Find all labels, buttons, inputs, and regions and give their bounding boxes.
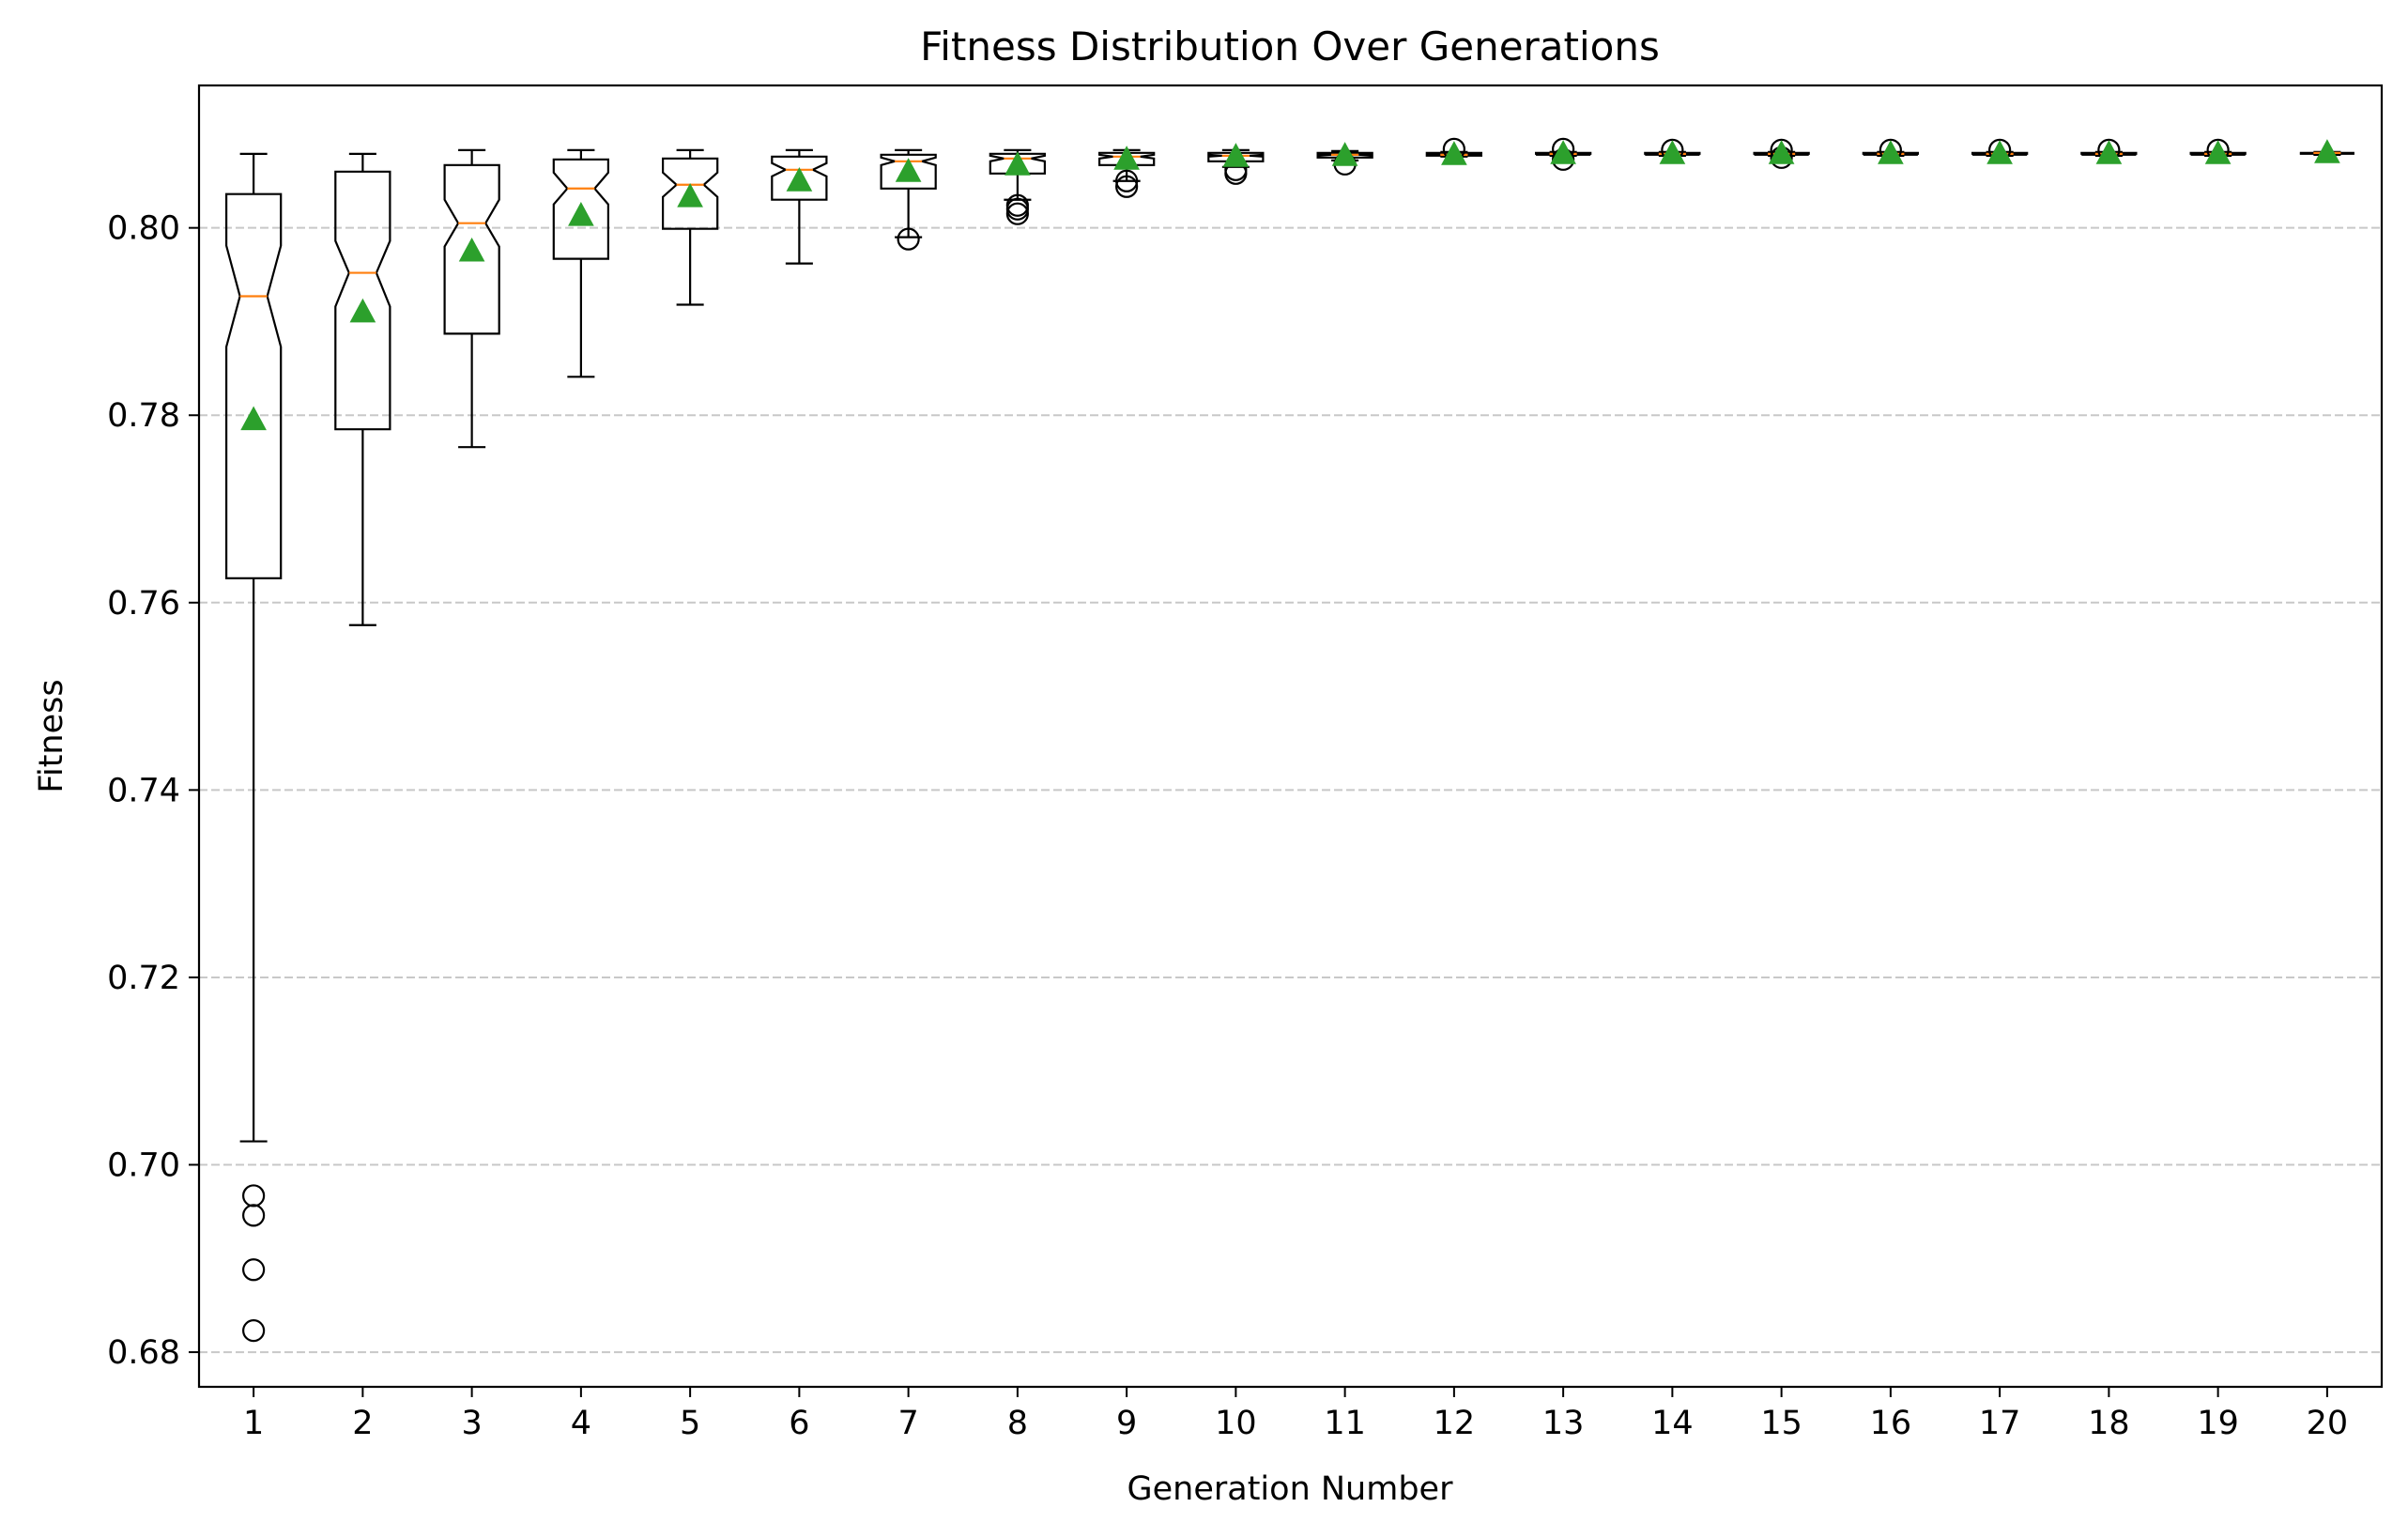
x-axis-title: Generation Number xyxy=(1127,1470,1454,1508)
box-group xyxy=(334,152,391,626)
x-tick-label: 5 xyxy=(680,1405,700,1442)
y-tick-label: 0.78 xyxy=(107,397,180,435)
x-tick-label: 13 xyxy=(1542,1405,1585,1442)
x-axis: 1 2 3 4 5 6 7 8 9 10 11 12 13 14 15 16 17 18 19 20 xyxy=(243,1387,2348,1442)
x-tick-label: 15 xyxy=(1760,1405,1802,1442)
box-body xyxy=(2080,151,2138,156)
box-group xyxy=(552,148,610,378)
x-tick-label: 6 xyxy=(789,1405,809,1442)
x-tick-label: 4 xyxy=(571,1405,591,1442)
box-group xyxy=(225,152,283,1343)
mean-marker xyxy=(2095,140,2123,164)
y-tick-label: 0.72 xyxy=(107,960,180,997)
box-body xyxy=(1971,151,2029,156)
mean-markers xyxy=(240,139,2340,431)
x-tick-label: 9 xyxy=(1116,1405,1137,1442)
x-tick-label: 12 xyxy=(1434,1405,1476,1442)
mean-marker xyxy=(1986,140,2013,164)
box-body xyxy=(1753,151,1810,156)
mean-marker xyxy=(458,237,485,262)
y-tick-label: 0.74 xyxy=(107,772,180,809)
box-body xyxy=(880,153,937,190)
box-body xyxy=(1534,151,1592,156)
x-tick-label: 18 xyxy=(2088,1405,2130,1442)
box-body xyxy=(443,163,500,335)
x-tick-label: 20 xyxy=(2307,1405,2349,1442)
mean-marker xyxy=(1441,141,1467,165)
box-body xyxy=(1097,151,1156,166)
box-body xyxy=(1644,151,1701,156)
box-group xyxy=(880,148,937,251)
outlier-point xyxy=(1115,169,1139,192)
box-body xyxy=(2299,151,2354,155)
box-body xyxy=(1862,151,1920,156)
box-body xyxy=(1316,151,1373,159)
box-group xyxy=(443,148,500,449)
box-body xyxy=(989,152,1047,175)
x-tick-label: 8 xyxy=(1007,1405,1028,1442)
box-body xyxy=(771,155,828,201)
box-body xyxy=(1207,151,1265,162)
mean-marker xyxy=(1659,140,1686,164)
mean-marker xyxy=(1005,151,1031,176)
y-tick-label: 0.70 xyxy=(107,1147,180,1185)
mean-marker xyxy=(2204,140,2232,164)
outlier-point xyxy=(242,1258,266,1282)
x-tick-label: 10 xyxy=(1215,1405,1257,1442)
mean-marker xyxy=(568,201,594,226)
x-tick-label: 7 xyxy=(897,1405,918,1442)
x-tick-label: 16 xyxy=(1870,1405,1912,1442)
outlier-point xyxy=(242,1204,266,1227)
outlier-point xyxy=(897,227,920,251)
mean-marker xyxy=(1768,140,1795,164)
box-body xyxy=(2189,151,2247,156)
x-tick-label: 2 xyxy=(352,1405,373,1442)
x-tick-label: 14 xyxy=(1651,1405,1694,1442)
mean-marker xyxy=(1222,143,1250,167)
mean-marker xyxy=(677,183,703,208)
x-tick-label: 11 xyxy=(1324,1405,1366,1442)
x-tick-label: 1 xyxy=(243,1405,264,1442)
box-body xyxy=(334,170,391,431)
box-body xyxy=(1425,151,1483,157)
plot-frame xyxy=(197,84,2384,1389)
outlier-point xyxy=(242,1319,266,1343)
x-tick-label: 19 xyxy=(2197,1405,2239,1442)
mean-marker xyxy=(1113,146,1140,170)
chart-title: Fitness Distribution Over Generations xyxy=(920,23,1660,69)
y-axis-title: Fitness xyxy=(33,679,70,792)
box-group xyxy=(989,148,1047,225)
mean-marker xyxy=(786,167,813,192)
outlier-point xyxy=(1005,202,1029,225)
x-tick-label: 3 xyxy=(461,1405,482,1442)
mean-marker xyxy=(349,298,376,323)
mean-marker xyxy=(895,158,922,182)
outlier-point xyxy=(1115,175,1139,198)
y-tick-label: 0.80 xyxy=(107,210,180,248)
x-tick-label: 17 xyxy=(1979,1405,2021,1442)
mean-marker xyxy=(1550,140,1576,164)
y-tick-label: 0.68 xyxy=(107,1334,180,1372)
y-tick-label: 0.76 xyxy=(107,585,180,623)
box-body xyxy=(225,192,283,580)
mean-marker xyxy=(1331,142,1358,166)
box-body xyxy=(661,157,719,230)
mean-marker xyxy=(1878,140,1904,164)
mean-marker xyxy=(240,406,267,431)
box-body xyxy=(552,158,610,260)
y-axis: 0.68 0.70 0.72 0.74 0.76 0.78 0.80 xyxy=(107,210,199,1372)
grid-lines xyxy=(199,226,2382,1354)
mean-marker xyxy=(2314,139,2340,163)
